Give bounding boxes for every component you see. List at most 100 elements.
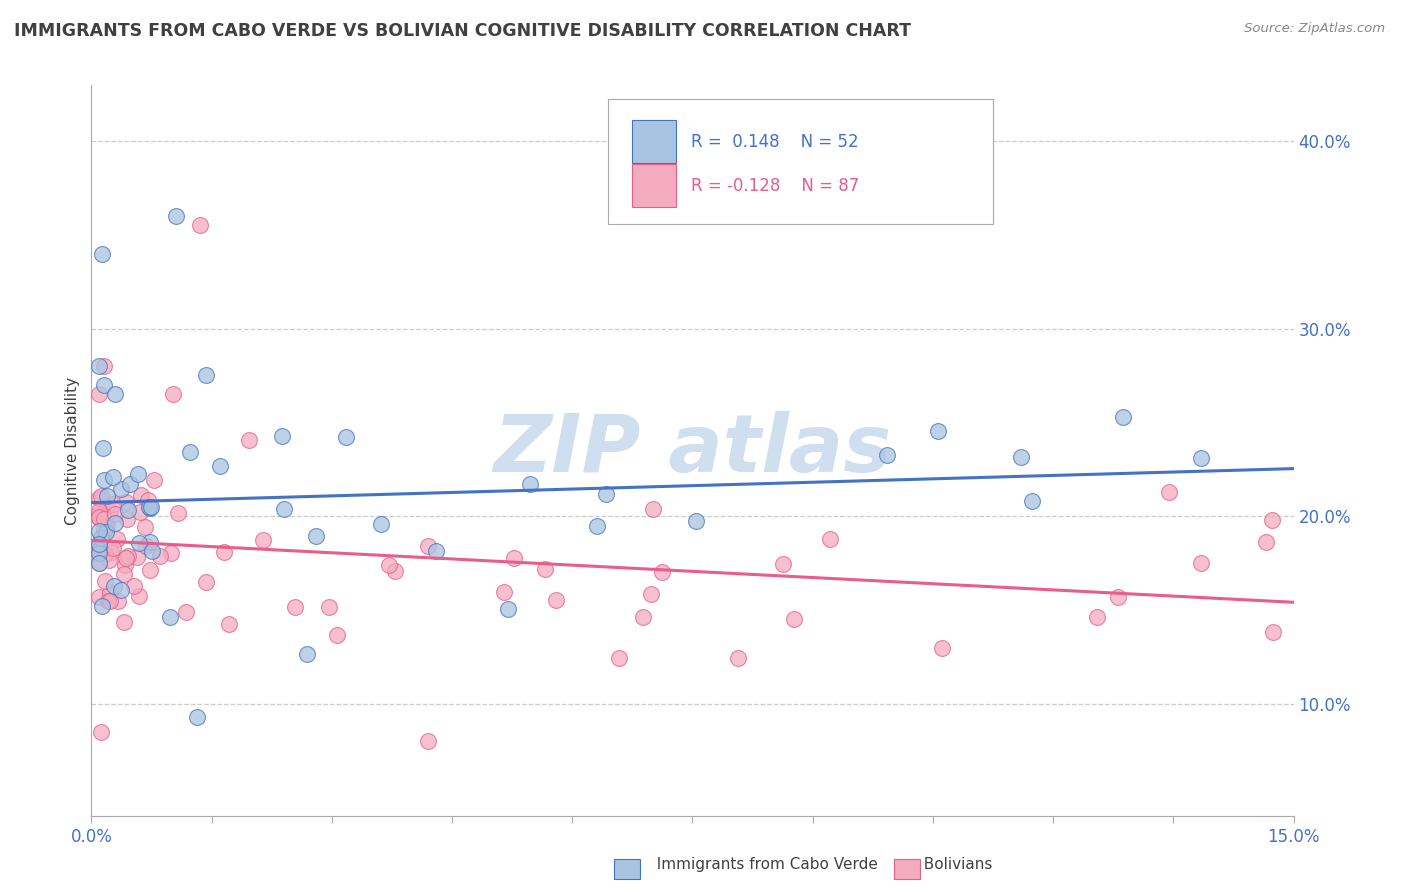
Point [149, 549, 172, 563]
Point [1085, 609, 1108, 624]
Point [1112, 410, 1135, 425]
Point [425, 544, 447, 558]
Text: R =  0.148    N = 52: R = 0.148 N = 52 [692, 133, 859, 151]
Point [89, 539, 111, 553]
Point [384, 564, 406, 578]
Point [141, 500, 163, 514]
Point [284, 599, 307, 614]
Point [94, 547, 117, 561]
Point [195, 575, 218, 590]
Point [93, 523, 115, 537]
Point [586, 518, 609, 533]
Point [117, 502, 139, 516]
Point [93, 516, 115, 530]
Point [135, 539, 157, 553]
Point [179, 445, 201, 459]
Point [134, 520, 156, 534]
Point [165, 209, 187, 223]
Point [93, 441, 115, 455]
Point [105, 533, 128, 547]
Point [931, 640, 953, 655]
Point [97, 552, 120, 566]
Point [96, 489, 118, 503]
Point [93, 377, 115, 392]
Point [370, 516, 392, 531]
Point [104, 507, 127, 521]
Point [159, 545, 181, 559]
Point [89, 359, 111, 373]
Point [326, 627, 349, 641]
Point [103, 579, 125, 593]
Point [104, 516, 127, 531]
Text: ZIP atlas: ZIP atlas [494, 411, 891, 490]
Point [100, 544, 122, 558]
Point [772, 558, 794, 572]
Point [117, 549, 139, 564]
Point [194, 368, 217, 383]
Point [89, 524, 111, 538]
Text: Source: ZipAtlas.com: Source: ZipAtlas.com [1244, 22, 1385, 36]
Point [143, 474, 166, 488]
Point [633, 610, 655, 624]
Point [104, 387, 127, 401]
Point [167, 506, 190, 520]
Point [1261, 624, 1284, 639]
Point [335, 429, 357, 443]
Point [115, 550, 138, 565]
Point [534, 562, 557, 576]
Point [93, 574, 115, 588]
Point [129, 487, 152, 501]
Point [110, 583, 132, 598]
Point [115, 512, 138, 526]
Point [110, 482, 132, 496]
Point [727, 650, 749, 665]
Point [89, 556, 111, 570]
Point [685, 514, 707, 528]
Point [496, 602, 519, 616]
Point [595, 487, 617, 501]
Point [416, 539, 439, 553]
Point [91, 599, 114, 614]
Point [128, 535, 150, 549]
Point [128, 589, 150, 603]
Point [186, 710, 208, 724]
Point [114, 558, 136, 572]
Point [90, 724, 112, 739]
Point [89, 556, 111, 570]
Point [96, 594, 118, 608]
Point [297, 647, 319, 661]
Point [273, 501, 295, 516]
Text: Immigrants from Cabo Verde: Immigrants from Cabo Verde [647, 857, 877, 872]
Point [218, 617, 240, 632]
Point [1107, 590, 1129, 604]
Point [782, 612, 804, 626]
FancyBboxPatch shape [633, 120, 676, 163]
Point [818, 532, 841, 546]
Point [927, 424, 949, 438]
Y-axis label: Cognitive Disability: Cognitive Disability [65, 376, 80, 524]
Point [96, 517, 118, 532]
Point [89, 507, 111, 521]
Point [1189, 451, 1212, 466]
Point [640, 587, 662, 601]
Point [103, 469, 125, 483]
Point [519, 477, 541, 491]
Text: Bolivians: Bolivians [914, 857, 993, 872]
Point [89, 511, 111, 525]
Point [174, 605, 197, 619]
Point [271, 429, 294, 443]
Point [1254, 534, 1277, 549]
Point [89, 387, 111, 401]
Point [139, 563, 162, 577]
Point [418, 734, 440, 748]
Point [162, 387, 184, 401]
Point [114, 615, 136, 629]
Point [141, 543, 163, 558]
FancyBboxPatch shape [633, 164, 676, 207]
Point [139, 500, 162, 515]
Point [94, 525, 117, 540]
Point [93, 508, 115, 523]
Point [114, 494, 136, 508]
Point [1261, 513, 1284, 527]
Point [90, 489, 112, 503]
